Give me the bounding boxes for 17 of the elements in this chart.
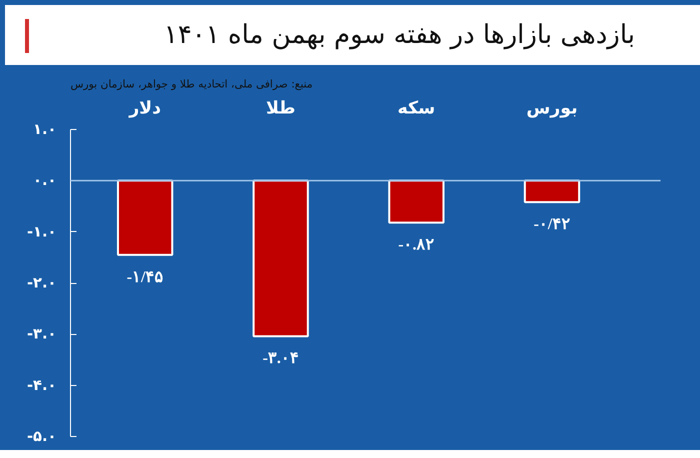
data-label: -۱/۴۵ <box>126 268 164 286</box>
y-tick-label: -۴.۰ <box>26 376 57 394</box>
y-tick-label: -۱.۰ <box>26 223 57 240</box>
x-tick-label: سکه <box>398 98 436 118</box>
x-tick-label: طلا <box>266 98 296 118</box>
y-tick-label: -۲.۰ <box>26 274 57 292</box>
text: منبع: صرافی ملی، اتحادیه طلا و جواهر، سازمان بورس <box>70 78 313 90</box>
chart-title: بازدهی بازارها در هفته سوم بهمن ماه ۱۴۰۱ <box>164 19 635 52</box>
y-tick-label: ۱.۰ <box>33 121 57 138</box>
y-tick-label: -۵.۰ <box>26 428 57 445</box>
data-label: -۰.۸۲ <box>398 236 435 254</box>
x-tick-label: بورس <box>526 98 578 118</box>
data-label: -۳.۰۴ <box>262 350 299 368</box>
y-tick-label: ۰.۰ <box>33 172 57 190</box>
data-label: -۰/۴۲ <box>534 216 570 234</box>
y-tick-label: -۳.۰ <box>26 326 57 343</box>
x-tick-label: دلار <box>128 98 162 118</box>
